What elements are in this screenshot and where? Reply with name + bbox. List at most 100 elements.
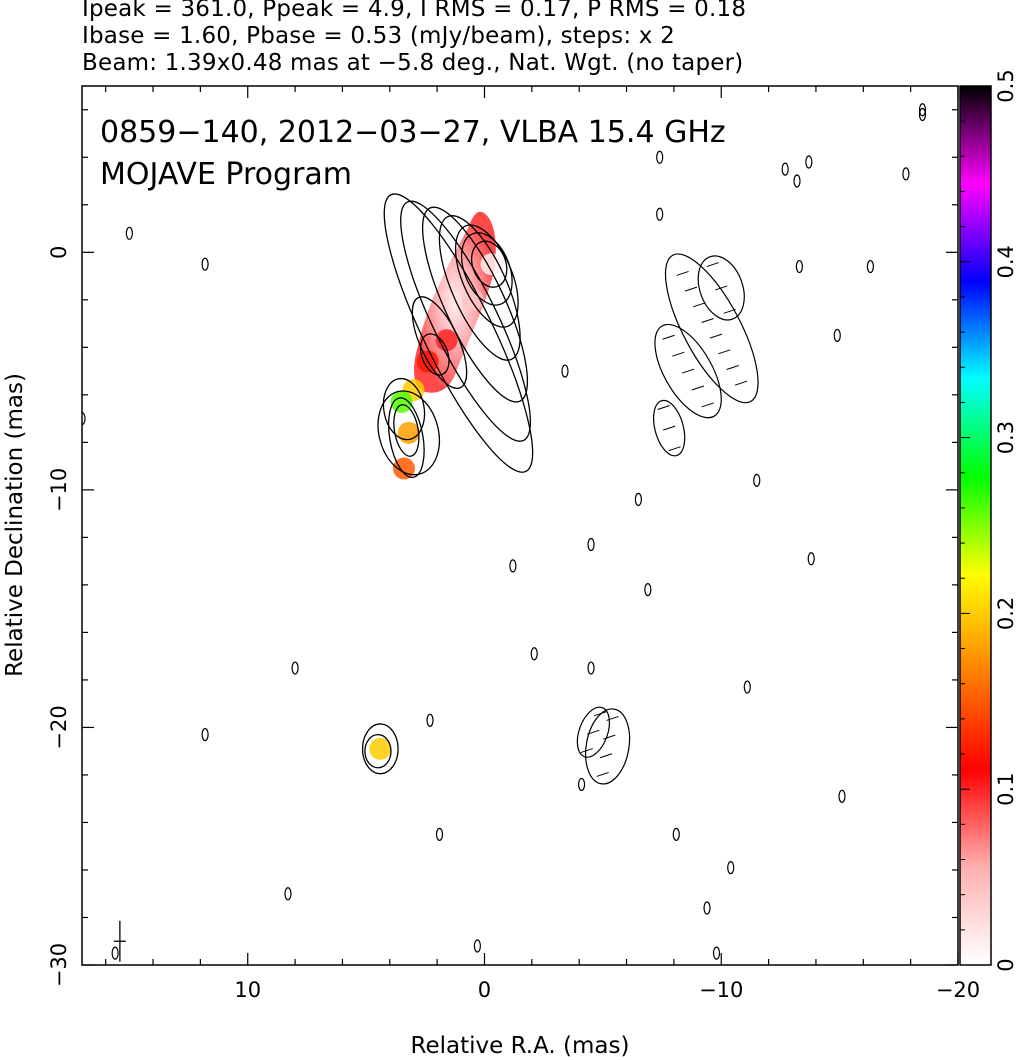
noise-contour — [902, 167, 910, 181]
fractional-polarization-patch — [480, 253, 503, 276]
evpa-tick — [657, 405, 670, 410]
polarization-contour — [576, 706, 611, 758]
plot-frame — [81, 85, 959, 966]
evpa-tick — [603, 734, 616, 740]
y-tick-label: −30 — [47, 943, 71, 987]
evpa-tick — [676, 270, 689, 276]
noise-contours — [82, 103, 927, 960]
colorbar-ticks: 0 0.1 0.2 0.3 0.4 0.5 — [960, 69, 1018, 972]
x-tick-label: −20 — [936, 978, 980, 1002]
noise-contour — [918, 103, 927, 117]
evpa-tick — [734, 380, 748, 386]
noise-contour — [587, 537, 595, 552]
y-tick-label: −10 — [47, 468, 71, 512]
fractional-polarization-layer — [369, 211, 503, 760]
noise-contour — [866, 259, 875, 274]
stokes-i-contour — [421, 206, 529, 403]
noise-contour — [793, 174, 801, 188]
evpa-tick — [681, 368, 695, 374]
x-tick-label: 10 — [234, 978, 261, 1002]
polarization-contour — [585, 708, 631, 785]
evpa-tick — [596, 771, 609, 777]
fractional-polarization-patch — [390, 390, 413, 413]
noise-contour — [672, 827, 680, 841]
stokes-i-contour — [364, 733, 392, 769]
noise-contour — [838, 789, 846, 803]
stokes-i-contour — [387, 397, 425, 478]
evpa-tick — [709, 333, 723, 339]
noise-contour — [426, 713, 434, 727]
evpa-tick — [718, 349, 731, 355]
stokes-i-contour — [419, 333, 450, 376]
polarization-contour — [654, 323, 722, 419]
stokes-i-contour — [400, 200, 532, 442]
fractional-polarization-patch — [435, 329, 458, 352]
colorbar-tick-label: 0.2 — [994, 597, 1018, 630]
evpa-tick — [668, 446, 681, 452]
noise-contour — [509, 559, 517, 573]
beam-marker — [113, 920, 126, 962]
noise-contour — [82, 411, 86, 426]
evpa-tick — [701, 318, 714, 323]
evpa-tick — [672, 351, 685, 357]
polarization-contour — [652, 399, 686, 457]
noise-contour — [795, 259, 803, 274]
evpa-tick — [662, 425, 676, 431]
plot-subtitle: MOJAVE Program — [100, 157, 352, 192]
stokes-i-contour — [383, 193, 534, 473]
polarization-contour — [664, 253, 759, 404]
colorbar-tick-label: 0 — [994, 958, 1018, 971]
evpa-tick — [580, 748, 593, 754]
polarization-contour — [697, 255, 745, 321]
evpa-tick — [706, 262, 719, 268]
noise-contour — [284, 887, 292, 901]
noise-contour — [473, 939, 481, 953]
fractional-polarization-patch — [369, 737, 392, 760]
noise-contour — [634, 492, 642, 506]
stokes-i-contour — [361, 723, 399, 775]
noise-contour — [743, 680, 751, 694]
noise-contour — [644, 583, 652, 597]
noise-contour — [656, 150, 664, 164]
stokes-i-contour — [393, 404, 420, 457]
noise-contour — [703, 901, 711, 915]
evpa-tick — [684, 286, 698, 292]
noise-contour — [125, 226, 133, 240]
plot-title: 0859−140, 2012−03−27, VLBA 15.4 GHz — [100, 115, 726, 150]
noise-contour — [291, 661, 299, 675]
stokes-i-contour — [454, 224, 519, 328]
header-stats-line: Ipeak = 361.0, Ppeak = 4.9, I RMS = 0.17… — [82, 0, 747, 22]
colorbar-tick-label: 0.5 — [994, 69, 1018, 102]
evpa-tick — [715, 285, 728, 291]
fractional-polarization-patch — [397, 421, 420, 444]
noise-contour — [587, 661, 595, 675]
noise-contour — [918, 107, 927, 122]
noise-contour — [727, 860, 735, 875]
evpa-tick — [593, 711, 607, 717]
colorbar-tick-label: 0.1 — [994, 772, 1018, 805]
noise-contour — [833, 328, 841, 343]
noise-contour — [577, 777, 586, 792]
colorbar-tick-label: 0.3 — [994, 421, 1018, 454]
noise-contour — [656, 207, 664, 221]
colorbar — [959, 85, 992, 966]
evpa-tick — [606, 715, 619, 721]
stokes-i-contours — [361, 193, 534, 775]
y-axis-label: Relative Declination (mas) — [2, 373, 28, 677]
evpa-tick — [726, 365, 739, 370]
evpa-tick — [587, 729, 600, 735]
header-beam-line: Beam: 1.39x0.48 mas at −5.8 deg., Nat. W… — [82, 50, 744, 76]
x-tick-label: 0 — [478, 978, 491, 1002]
stokes-i-contour — [382, 377, 426, 441]
x-axis-label: Relative R.A. (mas) — [411, 1033, 630, 1059]
x-tick-label: −10 — [699, 978, 743, 1002]
evpa-tick — [599, 753, 613, 759]
noise-contour — [807, 552, 815, 566]
y-tick-label: 0 — [47, 246, 71, 259]
noise-contour — [712, 946, 721, 960]
evpa-tick — [693, 302, 706, 308]
stokes-i-contour — [411, 296, 468, 389]
polarization-contours — [576, 253, 759, 785]
stokes-i-contour — [438, 215, 521, 361]
